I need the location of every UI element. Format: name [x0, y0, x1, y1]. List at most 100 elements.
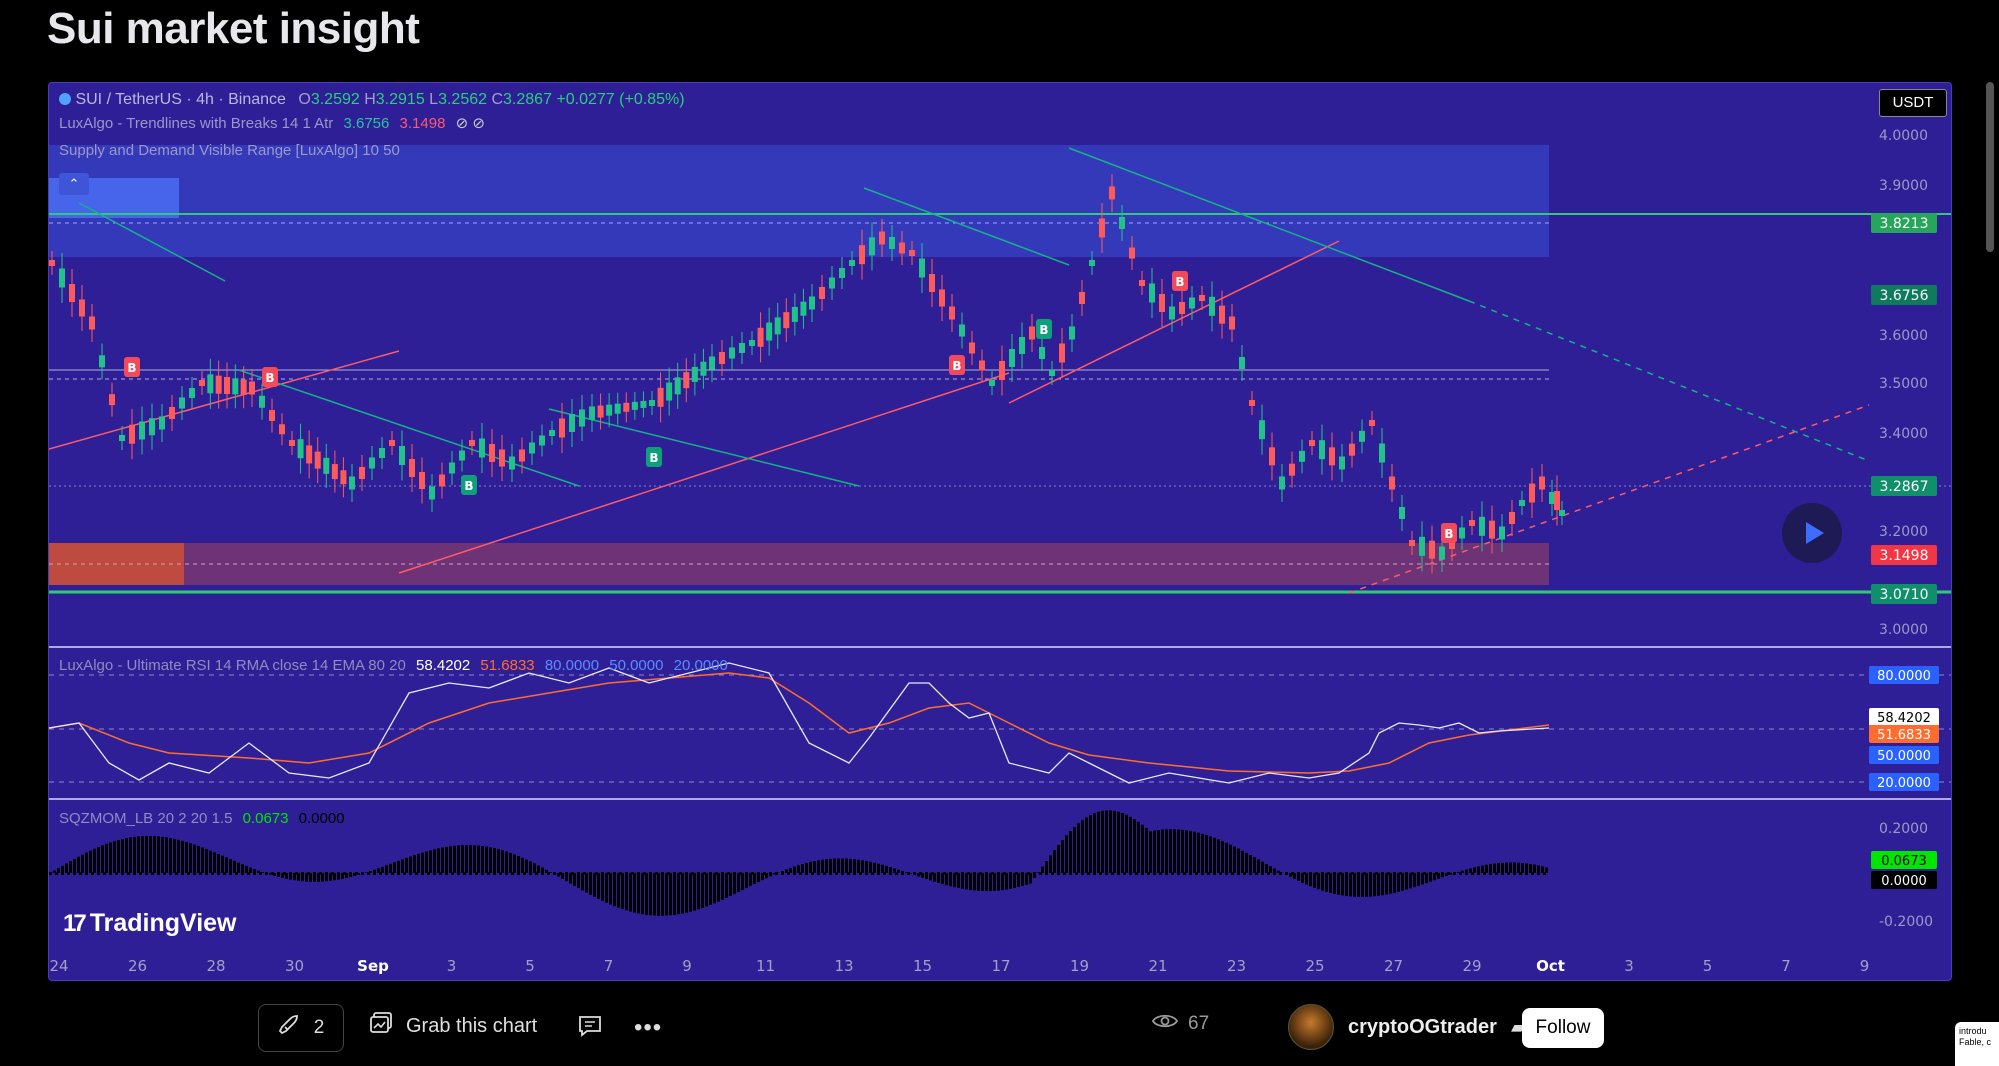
sqz-bar	[1489, 864, 1492, 873]
sqz-dot	[331, 872, 334, 875]
sqz-bar	[209, 850, 212, 873]
sqz-bar	[1289, 873, 1292, 878]
rsi-legend[interactable]: LuxAlgo - Ultimate RSI 14 RMA close 14 E…	[59, 657, 728, 674]
sqz-bar	[457, 845, 460, 873]
avatar[interactable]	[1288, 1004, 1334, 1050]
sqz-dot	[133, 872, 136, 875]
symbol-name[interactable]: SUI / TetherUS · 4h · Binance	[75, 91, 286, 108]
sqz-bar	[673, 873, 676, 915]
sqz-bar	[729, 873, 732, 897]
sqz-dot	[1483, 872, 1486, 875]
sqz-bar	[57, 868, 60, 873]
sqz-bar	[1113, 810, 1116, 873]
comment-icon[interactable]	[576, 1012, 604, 1045]
sqz-dot	[193, 872, 196, 875]
sqz-bar	[1517, 862, 1520, 873]
candle-body	[1299, 450, 1305, 462]
candle-body	[666, 382, 673, 401]
buy-signal-label: B	[464, 479, 473, 493]
sqz-bar	[377, 868, 380, 873]
sqz-legend[interactable]: SQZMOM_LB 20 2 20 1.5 0.0673 0.0000	[59, 810, 345, 827]
sqz-dot	[601, 872, 604, 875]
sqz-dot	[1441, 872, 1444, 875]
candle-body	[989, 380, 995, 386]
follow-button[interactable]: Follow	[1522, 1008, 1604, 1048]
sqz-bar	[177, 839, 180, 873]
sqz-dot	[337, 872, 340, 875]
candle-body	[519, 449, 525, 462]
sqz-bar	[1365, 873, 1368, 897]
sqz-bar	[513, 854, 516, 873]
sqz-tick: -0.2000	[1879, 914, 1933, 930]
sqz-dot	[121, 872, 124, 875]
sqz-dot	[529, 872, 532, 875]
sqz-bar	[1125, 814, 1128, 873]
candle-body	[1539, 476, 1545, 490]
sqz-bar	[1309, 873, 1312, 887]
side-note-card[interactable]: introdu Fable, c	[1955, 1022, 1999, 1066]
time-tick: 27	[1384, 957, 1403, 975]
sqz-bar	[1001, 873, 1004, 891]
sqz-dot	[1447, 872, 1450, 875]
sqz-dot	[745, 872, 748, 875]
sqz-bar	[297, 873, 300, 881]
sqz-label: 0.0000	[1881, 874, 1927, 889]
grab-chart-button[interactable]: Grab this chart	[368, 1010, 537, 1042]
sqz-bar	[813, 861, 816, 873]
candle-body	[1159, 294, 1165, 312]
time-tick: 28	[206, 957, 225, 975]
chart-frame[interactable]: B B B B B B B B 4.0000 3.9000 3.6000 3.5000 3.4000 3.…	[48, 82, 1952, 981]
sqz-dot	[397, 872, 400, 875]
sqz-dot	[475, 872, 478, 875]
boost-button[interactable]: 2	[258, 1004, 344, 1052]
sqz-bar	[929, 873, 932, 881]
sqz-dot	[1189, 872, 1192, 875]
buy-signal-badge	[1172, 271, 1188, 291]
sqz-bar	[1097, 811, 1100, 873]
sqz-dot	[1357, 872, 1360, 875]
rsi-label-bg	[1869, 666, 1939, 684]
sqz-bar	[197, 845, 200, 873]
sqz-bar	[1333, 873, 1336, 894]
chart-canvas[interactable]: B B B B B B B B 4.0000 3.9000 3.6000 3.5000 3.4000 3.…	[49, 83, 1951, 980]
supply-demand-legend[interactable]: Supply and Demand Visible Range [LuxAlgo…	[59, 142, 400, 159]
sqz-bar	[693, 873, 696, 911]
trendlines-legend[interactable]: LuxAlgo - Trendlines with Breaks 14 1 At…	[59, 114, 485, 132]
sqz-dot	[1201, 872, 1204, 875]
sqz-bar	[605, 873, 608, 903]
sqz-bar	[1545, 867, 1548, 873]
currency-selector[interactable]: USDT	[1879, 89, 1947, 117]
sqz-bar	[849, 858, 852, 873]
candle-body	[89, 316, 95, 330]
sqz-bar	[113, 841, 116, 873]
sqz-dot	[1147, 872, 1150, 875]
replay-button[interactable]	[1782, 503, 1842, 563]
sqz-bar	[61, 865, 64, 873]
collapse-legend-button[interactable]: ⌃	[59, 173, 89, 195]
sqz-dot	[1513, 872, 1516, 875]
sqz-dot	[103, 872, 106, 875]
sqz-bar	[105, 843, 108, 873]
sqz-dot	[1159, 872, 1162, 875]
page-scrollbar[interactable]	[1986, 82, 1994, 252]
tradingview-logo: 17 TradingView	[63, 909, 237, 938]
author-profile[interactable]: cryptoOGtrader ▰	[1288, 1004, 1525, 1050]
candle-body	[109, 394, 115, 406]
rsi-signal-line	[49, 672, 1550, 774]
candle-body	[766, 322, 773, 341]
sqz-bar	[705, 873, 708, 907]
sqz-bar	[1221, 840, 1224, 873]
candle-body	[1409, 540, 1415, 546]
sqz-dot	[985, 872, 988, 875]
sqz-bar	[713, 873, 716, 904]
sqz-bar	[1133, 819, 1136, 873]
sqz-dot	[481, 872, 484, 875]
sqz-bar	[1037, 872, 1040, 873]
more-options-icon[interactable]: •••	[634, 1014, 663, 1041]
candle-body	[929, 274, 935, 292]
sqz-dot	[1153, 872, 1156, 875]
candle-body	[1509, 512, 1515, 524]
author-name[interactable]: cryptoOGtrader	[1348, 1015, 1497, 1038]
candle-body	[1109, 186, 1115, 200]
sqz-dot	[1291, 872, 1294, 875]
